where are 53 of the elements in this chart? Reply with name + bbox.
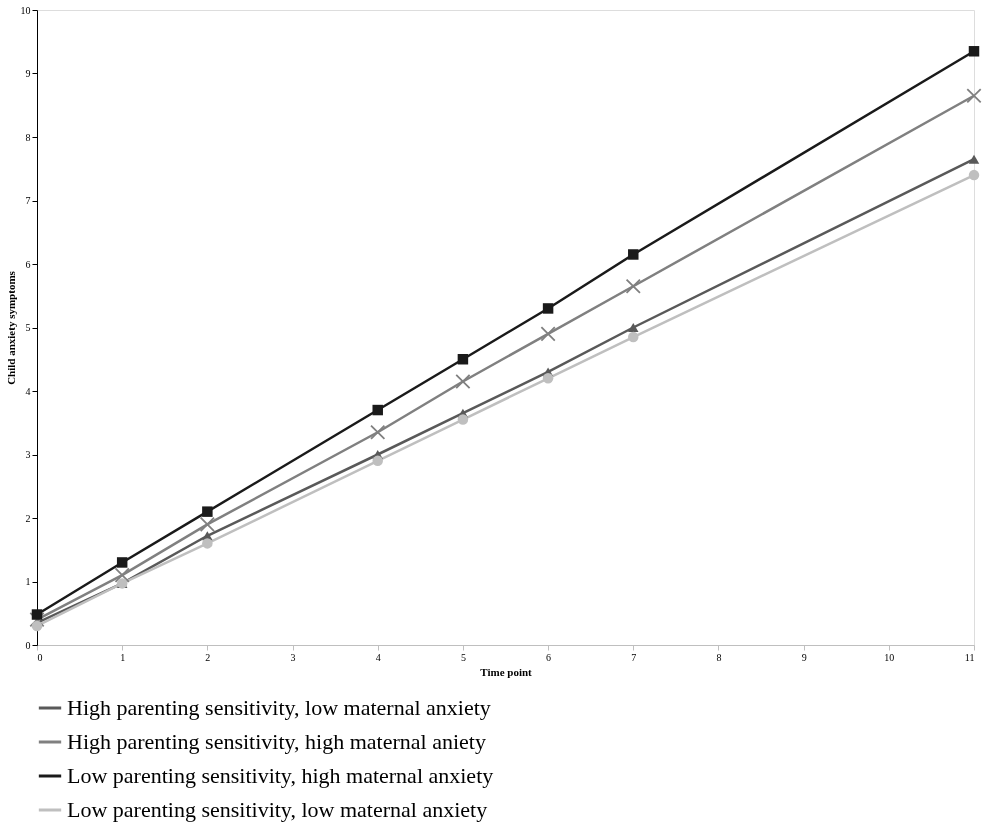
- point: [31, 609, 43, 620]
- point: [372, 404, 383, 416]
- y-tick-label: 1: [25, 576, 31, 587]
- x-tick-label: 0: [37, 651, 43, 663]
- x-tick-label: 7: [631, 651, 637, 663]
- point: [542, 303, 554, 314]
- point: [457, 414, 469, 425]
- point: [114, 567, 130, 583]
- x-tick-label: 10: [884, 651, 895, 663]
- legend-label: Low parenting sensitivity, high maternal anxiety: [67, 763, 494, 788]
- y-tick-label: 4: [25, 385, 31, 397]
- point: [116, 557, 128, 568]
- point: [968, 46, 980, 57]
- point: [968, 154, 980, 164]
- y-tick-label: 5: [25, 322, 31, 333]
- point: [455, 373, 471, 390]
- legend-label: High parenting sensitivity, high maternal aniety: [67, 729, 486, 754]
- point: [542, 373, 554, 384]
- y-tick-label: 8: [25, 131, 31, 143]
- point: [372, 455, 383, 467]
- x-axis-title: Time point: [480, 665, 533, 678]
- y-tick-label: 7: [25, 195, 31, 206]
- y-tick-label: 9: [25, 68, 31, 79]
- y-axis-title: Child anxiety symptoms: [4, 270, 17, 385]
- y-tick-label: 10: [20, 4, 31, 16]
- y-tick-label: 0: [25, 639, 31, 651]
- point: [628, 331, 639, 343]
- point: [370, 424, 386, 440]
- x-tick-label: 11: [964, 651, 975, 663]
- x-tick-label: 8: [716, 651, 722, 663]
- y-tick-label: 6: [25, 258, 31, 270]
- point: [202, 506, 213, 517]
- point: [202, 538, 213, 549]
- point: [31, 620, 43, 632]
- point: [199, 516, 215, 532]
- x-tick-label: 6: [546, 651, 552, 663]
- y-tick-label: 3: [25, 449, 31, 460]
- point: [628, 249, 639, 260]
- point: [966, 88, 982, 104]
- x-tick-label: 4: [375, 651, 381, 663]
- x-tick-label: 2: [205, 651, 211, 663]
- point: [625, 278, 641, 294]
- x-tick-label: 9: [801, 651, 807, 663]
- point: [628, 322, 639, 333]
- x-tick-label: 3: [290, 651, 296, 663]
- point: [540, 326, 556, 342]
- point: [457, 354, 469, 365]
- point: [968, 169, 980, 181]
- x-tick-label: 1: [120, 651, 126, 663]
- legend-label: Low parenting sensitivity, low maternal anxiety: [67, 797, 488, 822]
- x-tick-label: 5: [460, 651, 466, 663]
- y-tick-label: 2: [25, 512, 31, 524]
- legend-label: High parenting sensitivity, low maternal anxiety: [67, 695, 491, 720]
